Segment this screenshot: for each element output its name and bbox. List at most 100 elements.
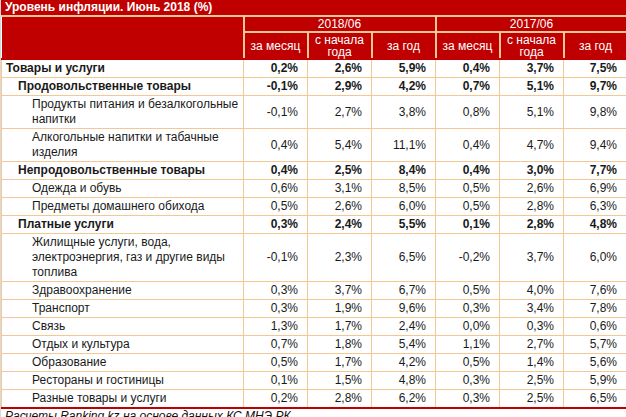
cell-value: 5,5% — [372, 216, 436, 234]
cell-value: 6,5% — [564, 390, 626, 408]
cell-value: 0,5% — [436, 282, 500, 300]
cell-value: 1,8% — [308, 336, 372, 354]
cell-value: 9,6% — [372, 300, 436, 318]
cell-value: 8,5% — [372, 180, 436, 198]
cell-value: 0,3% — [244, 216, 308, 234]
table-header: 2018/06 2017/06 за месяц с начала года з… — [2, 17, 626, 59]
table-row: Продукты питания и безалкогольные напитк… — [2, 96, 626, 129]
cell-value: 6,9% — [564, 180, 626, 198]
cell-value: 6,0% — [564, 234, 626, 282]
cell-value: 0,3% — [436, 390, 500, 408]
column-group-2018-06: 2018/06 — [244, 17, 436, 32]
cell-value: 0,3% — [244, 300, 308, 318]
cell-value: 2,5% — [500, 390, 564, 408]
table-row: Связь 1,3% 1,7% 2,4% 0,0% 0,3% 0,6% — [2, 318, 626, 336]
row-label: Алкогольные напитки и табачные изделия — [2, 129, 244, 162]
subheader-2017-per-year: за год — [564, 32, 626, 59]
cell-value: 1,4% — [500, 354, 564, 372]
cell-value: 0,6% — [564, 318, 626, 336]
row-label: Рестораны и гостиницы — [2, 372, 244, 390]
cell-value: 3,4% — [500, 300, 564, 318]
cell-value: 6,0% — [372, 198, 436, 216]
cell-value: 0,4% — [244, 129, 308, 162]
cell-value: 0,5% — [436, 198, 500, 216]
table-row: Рестораны и гостиницы 0,1% 1,5% 4,8% 0,3… — [2, 372, 626, 390]
cell-value: 2,6% — [308, 59, 372, 78]
cell-value: 3,7% — [500, 234, 564, 282]
cell-value: 0,7% — [244, 336, 308, 354]
cell-value: 1,1% — [436, 336, 500, 354]
cell-value: 0,3% — [500, 318, 564, 336]
row-label: Разные товары и услуги — [2, 390, 244, 408]
cell-value: 5,9% — [564, 372, 626, 390]
cell-value: 1,7% — [308, 354, 372, 372]
table-row: Образование 0,5% 1,7% 4,2% 0,5% 1,4% 5,6… — [2, 354, 626, 372]
cell-value: 0,7% — [436, 78, 500, 96]
cell-value: 0,1% — [244, 372, 308, 390]
row-label: Связь — [2, 318, 244, 336]
cell-value: -0,1% — [244, 78, 308, 96]
cell-value: 5,4% — [372, 336, 436, 354]
inflation-table: 2018/06 2017/06 за месяц с начала года з… — [1, 17, 626, 407]
row-label: Предметы домашнего обихода — [2, 198, 244, 216]
cell-value: 2,6% — [500, 180, 564, 198]
table-row: Товары и услуги 0,2% 2,6% 5,9% 0,4% 3,7%… — [2, 59, 626, 78]
cell-value: 0,0% — [436, 318, 500, 336]
row-label: Непродовольственные товары — [2, 162, 244, 180]
cell-value: 5,1% — [500, 96, 564, 129]
cell-value: 0,5% — [244, 198, 308, 216]
cell-value: 3,1% — [308, 180, 372, 198]
cell-value: 7,8% — [564, 300, 626, 318]
cell-value: 7,5% — [564, 59, 626, 78]
cell-value: -0,1% — [244, 96, 308, 129]
cell-value: 0,3% — [436, 300, 500, 318]
cell-value: 4,2% — [372, 78, 436, 96]
cell-value: 1,7% — [308, 318, 372, 336]
cell-value: 0,2% — [244, 390, 308, 408]
cell-value: 1,9% — [308, 300, 372, 318]
cell-value: 0,4% — [244, 162, 308, 180]
cell-value: 11,1% — [372, 129, 436, 162]
page-title: Уровень инфляции. Июнь 2018 (%) — [1, 0, 626, 17]
row-label: Продовольственные товары — [2, 78, 244, 96]
cell-value: 2,4% — [308, 216, 372, 234]
category-column-header — [2, 17, 244, 59]
cell-value: 0,3% — [244, 282, 308, 300]
cell-value: 0,5% — [436, 180, 500, 198]
table-row: Жилищные услуги, вода, электроэнергия, г… — [2, 234, 626, 282]
cell-value: 4,7% — [500, 129, 564, 162]
table-row: Отдых и культура 0,7% 1,8% 5,4% 1,1% 2,7… — [2, 336, 626, 354]
cell-value: 5,4% — [308, 129, 372, 162]
cell-value: 9,8% — [564, 96, 626, 129]
cell-value: 4,8% — [372, 372, 436, 390]
table-row: Платные услуги 0,3% 2,4% 5,5% 0,1% 2,8% … — [2, 216, 626, 234]
source-note: Расчеты Ranking.kz на основе данных КС М… — [1, 407, 626, 417]
table-row: Здравоохранение 0,3% 3,7% 6,7% 0,5% 4,0%… — [2, 282, 626, 300]
cell-value: 2,4% — [372, 318, 436, 336]
table-row: Продовольственные товары -0,1% 2,9% 4,2%… — [2, 78, 626, 96]
cell-value: 6,5% — [372, 234, 436, 282]
subheader-2018-per-year: за год — [372, 32, 436, 59]
cell-value: 6,2% — [372, 390, 436, 408]
cell-value: 2,8% — [500, 216, 564, 234]
cell-value: 2,7% — [500, 336, 564, 354]
cell-value: 4,8% — [564, 216, 626, 234]
cell-value: 9,7% — [564, 78, 626, 96]
cell-value: 0,3% — [436, 372, 500, 390]
cell-value: 2,7% — [308, 96, 372, 129]
cell-value: 2,8% — [500, 198, 564, 216]
cell-value: 5,6% — [564, 354, 626, 372]
cell-value: 3,7% — [500, 59, 564, 78]
subheader-2018-ytd: с начала года — [308, 32, 372, 59]
cell-value: 2,6% — [308, 198, 372, 216]
header-group-row: 2018/06 2017/06 — [2, 17, 626, 32]
cell-value: 0,8% — [436, 96, 500, 129]
cell-value: 5,9% — [372, 59, 436, 78]
cell-value: 4,2% — [372, 354, 436, 372]
row-label: Здравоохранение — [2, 282, 244, 300]
cell-value: 0,6% — [244, 180, 308, 198]
cell-value: 0,2% — [244, 59, 308, 78]
row-label: Жилищные услуги, вода, электроэнергия, г… — [2, 234, 244, 282]
table-row: Предметы домашнего обихода 0,5% 2,6% 6,0… — [2, 198, 626, 216]
cell-value: 6,3% — [564, 198, 626, 216]
